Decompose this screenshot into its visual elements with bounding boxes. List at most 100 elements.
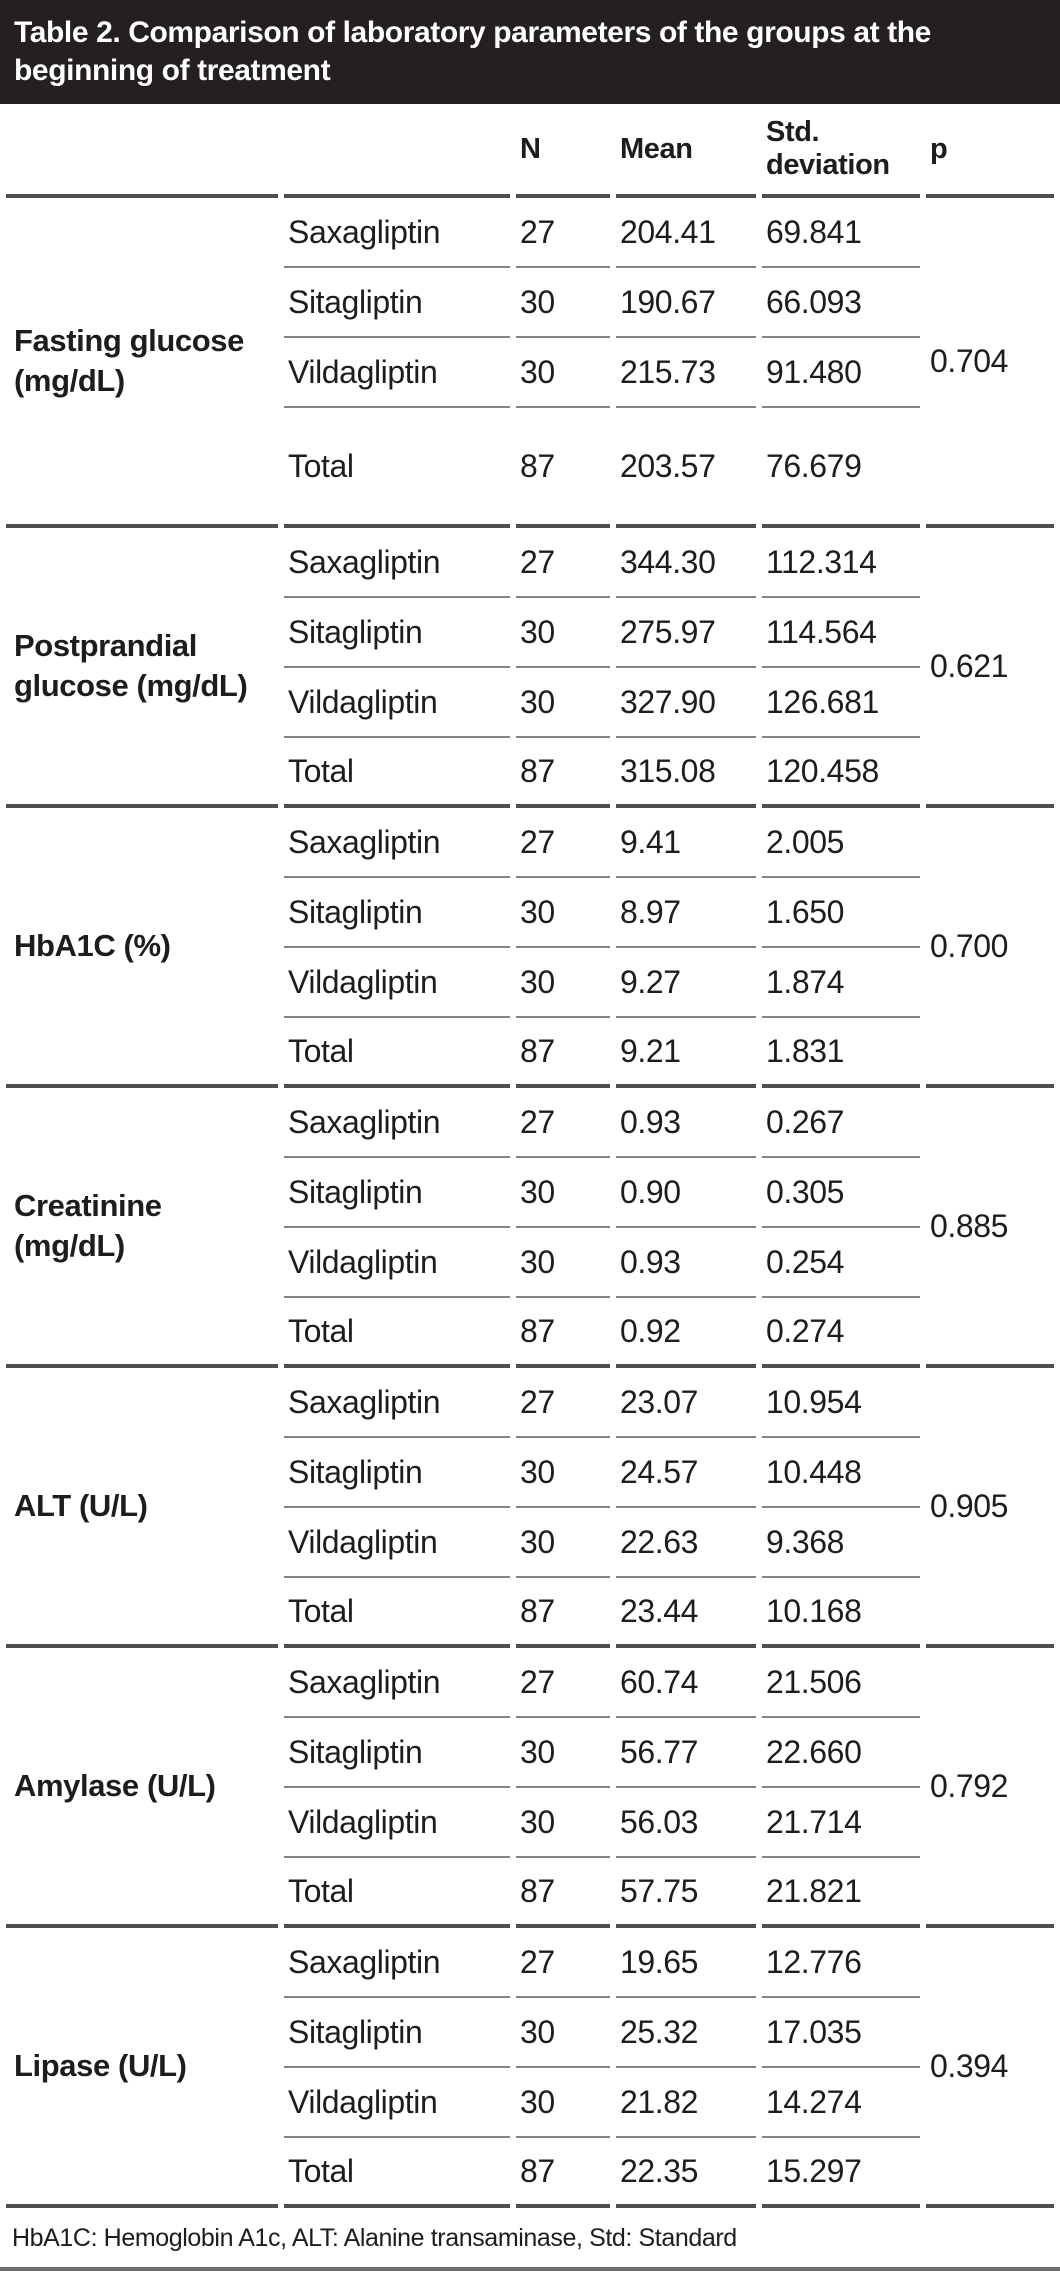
- table-row: Total 87 22.35 15.297: [6, 2138, 1054, 2208]
- value-std: 66.093: [762, 268, 920, 338]
- value-n: 30: [516, 1788, 610, 1858]
- group-label: Sitagliptin: [284, 1998, 510, 2068]
- value-mean: 9.21: [616, 1018, 756, 1088]
- value-mean: 0.92: [616, 1298, 756, 1368]
- table-row: Sitagliptin 30 24.57 10.448: [6, 1438, 1054, 1508]
- value-std: 112.314: [762, 528, 920, 598]
- parameter-label: Creatinine (mg/dL): [6, 1088, 278, 1368]
- value-n: 30: [516, 598, 610, 668]
- parameter-label: Fasting glucose (mg/dL): [6, 198, 278, 528]
- p-value: 0.905: [926, 1368, 1054, 1648]
- group-label: Total: [284, 408, 510, 528]
- value-n: 30: [516, 338, 610, 408]
- value-mean: 9.27: [616, 948, 756, 1018]
- group-label: Vildagliptin: [284, 668, 510, 738]
- value-mean: 60.74: [616, 1648, 756, 1718]
- group-label: Vildagliptin: [284, 2068, 510, 2138]
- column-header-parameter: [6, 104, 278, 198]
- value-n: 27: [516, 1088, 610, 1158]
- value-std: 12.776: [762, 1928, 920, 1998]
- table-row: Vildagliptin 30 0.93 0.254: [6, 1228, 1054, 1298]
- p-value: 0.700: [926, 808, 1054, 1088]
- value-mean: 23.44: [616, 1578, 756, 1648]
- value-std: 120.458: [762, 738, 920, 808]
- parameter-label: Lipase (U/L): [6, 1928, 278, 2208]
- value-mean: 315.08: [616, 738, 756, 808]
- group-label: Vildagliptin: [284, 1508, 510, 1578]
- table-row: Sitagliptin 30 275.97 114.564: [6, 598, 1054, 668]
- column-header-mean: Mean: [616, 104, 756, 198]
- value-std: 14.274: [762, 2068, 920, 2138]
- p-value: 0.885: [926, 1088, 1054, 1368]
- value-mean: 215.73: [616, 338, 756, 408]
- group-label: Saxagliptin: [284, 198, 510, 268]
- group-label: Total: [284, 1298, 510, 1368]
- group-label: Saxagliptin: [284, 1088, 510, 1158]
- group-label: Vildagliptin: [284, 1228, 510, 1298]
- value-n: 87: [516, 1018, 610, 1088]
- group-label: Total: [284, 738, 510, 808]
- table-title-bar: Table 2. Comparison of laboratory parame…: [0, 0, 1060, 104]
- value-mean: 327.90: [616, 668, 756, 738]
- value-n: 30: [516, 1158, 610, 1228]
- table-row: Vildagliptin 30 21.82 14.274: [6, 2068, 1054, 2138]
- parameter-label: HbA1C (%): [6, 808, 278, 1088]
- value-std: 0.305: [762, 1158, 920, 1228]
- value-mean: 204.41: [616, 198, 756, 268]
- parameter-label: Postprandial glucose (mg/dL): [6, 528, 278, 808]
- value-mean: 0.90: [616, 1158, 756, 1228]
- value-n: 30: [516, 878, 610, 948]
- value-mean: 8.97: [616, 878, 756, 948]
- group-label: Total: [284, 2138, 510, 2208]
- parameter-label: Amylase (U/L): [6, 1648, 278, 1928]
- value-std: 17.035: [762, 1998, 920, 2068]
- group-label: Total: [284, 1858, 510, 1928]
- parameter-label: ALT (U/L): [6, 1368, 278, 1648]
- value-mean: 23.07: [616, 1368, 756, 1438]
- value-mean: 0.93: [616, 1228, 756, 1298]
- group-label: Sitagliptin: [284, 268, 510, 338]
- lab-parameters-table: N Mean Std. deviation p Fasting glucose …: [0, 104, 1060, 2208]
- group-label: Sitagliptin: [284, 1158, 510, 1228]
- value-n: 27: [516, 1368, 610, 1438]
- table-row: Total 87 23.44 10.168: [6, 1578, 1054, 1648]
- value-n: 87: [516, 1578, 610, 1648]
- table-row: Total 87 315.08 120.458: [6, 738, 1054, 808]
- group-label: Vildagliptin: [284, 338, 510, 408]
- value-mean: 25.32: [616, 1998, 756, 2068]
- value-mean: 24.57: [616, 1438, 756, 1508]
- value-n: 87: [516, 1298, 610, 1368]
- table-row: Total 87 203.57 76.679: [6, 408, 1054, 528]
- value-n: 27: [516, 1648, 610, 1718]
- group-label: Vildagliptin: [284, 948, 510, 1018]
- value-n: 30: [516, 1998, 610, 2068]
- value-std: 2.005: [762, 808, 920, 878]
- group-label: Sitagliptin: [284, 1718, 510, 1788]
- value-std: 1.650: [762, 878, 920, 948]
- table-row: Vildagliptin 30 56.03 21.714: [6, 1788, 1054, 1858]
- table-title: Table 2. Comparison of laboratory parame…: [14, 16, 931, 87]
- p-value: 0.394: [926, 1928, 1054, 2208]
- value-mean: 22.35: [616, 2138, 756, 2208]
- value-n: 30: [516, 948, 610, 1018]
- column-header-std: Std. deviation: [762, 104, 920, 198]
- value-mean: 19.65: [616, 1928, 756, 1998]
- group-label: Total: [284, 1018, 510, 1088]
- p-value: 0.792: [926, 1648, 1054, 1928]
- value-mean: 57.75: [616, 1858, 756, 1928]
- value-mean: 203.57: [616, 408, 756, 528]
- value-mean: 0.93: [616, 1088, 756, 1158]
- value-n: 27: [516, 1928, 610, 1998]
- column-header-p: p: [926, 104, 1054, 198]
- table-row: Vildagliptin 30 327.90 126.681: [6, 668, 1054, 738]
- value-n: 87: [516, 408, 610, 528]
- p-value: 0.704: [926, 198, 1054, 528]
- group-label: Vildagliptin: [284, 1788, 510, 1858]
- value-n: 30: [516, 1228, 610, 1298]
- group-label: Sitagliptin: [284, 1438, 510, 1508]
- value-std: 15.297: [762, 2138, 920, 2208]
- value-std: 0.254: [762, 1228, 920, 1298]
- value-std: 1.874: [762, 948, 920, 1018]
- value-std: 21.714: [762, 1788, 920, 1858]
- table-row: HbA1C (%) Saxagliptin 27 9.41 2.005 0.700: [6, 808, 1054, 1088]
